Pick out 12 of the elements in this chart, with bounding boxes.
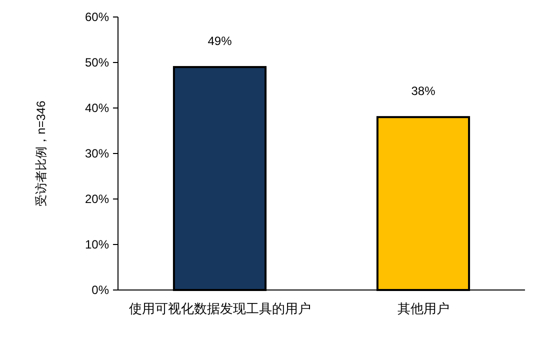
y-tick-label: 10% — [84, 238, 110, 252]
y-tick-label: 20% — [84, 192, 110, 206]
y-tick-label: 50% — [84, 56, 110, 70]
x-tick-label: 使用可视化数据发现工具的用户 — [128, 301, 311, 316]
y-tick-label: 40% — [84, 101, 110, 115]
y-tick-label: 0% — [92, 283, 110, 297]
x-tick-label: 其他用户 — [397, 301, 450, 316]
data-label: 38% — [411, 84, 436, 98]
y-tick-label: 60% — [84, 10, 110, 24]
data-label: 49% — [208, 34, 232, 48]
y-tick-label: 30% — [84, 146, 110, 160]
y-axis-title: 受访者比例，n=346 — [34, 100, 48, 206]
